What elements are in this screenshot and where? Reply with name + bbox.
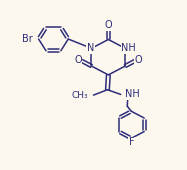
Text: NH: NH xyxy=(125,89,140,99)
Text: CH₃: CH₃ xyxy=(72,91,88,100)
Text: NH: NH xyxy=(121,43,136,53)
Text: N: N xyxy=(87,43,94,53)
Text: O: O xyxy=(105,20,112,30)
Text: O: O xyxy=(135,55,142,65)
Text: F: F xyxy=(128,137,134,147)
Text: Br: Br xyxy=(22,34,33,44)
Text: O: O xyxy=(74,55,82,65)
